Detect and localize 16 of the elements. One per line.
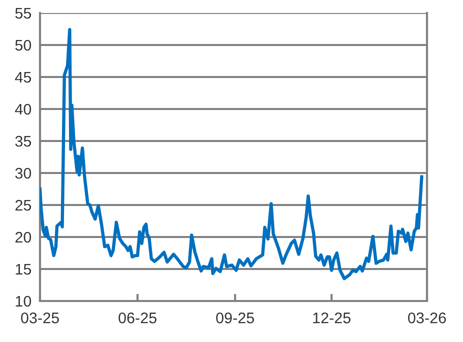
x-tick-label: 03-25 xyxy=(21,312,59,324)
y-tick-label: 30 xyxy=(15,168,32,179)
y-tick-label: 35 xyxy=(15,136,32,147)
y-tick-label: 15 xyxy=(16,264,32,275)
y-tick-label: 45 xyxy=(15,72,32,83)
y-tick-label: 25 xyxy=(15,200,32,211)
x-tick-label: 03-26 xyxy=(408,312,446,324)
line-series xyxy=(40,28,424,280)
y-tick-label: 10 xyxy=(16,296,32,307)
y-tick-label: 50 xyxy=(15,40,32,51)
y-tick-label: 20 xyxy=(15,232,32,243)
y-tick-label: 55 xyxy=(15,8,32,19)
x-tick-label: 09-25 xyxy=(216,312,254,324)
x-tick-label: 12-25 xyxy=(313,312,350,324)
y-tick-label: 40 xyxy=(15,104,32,115)
x-tick-label: 06-25 xyxy=(118,312,156,324)
